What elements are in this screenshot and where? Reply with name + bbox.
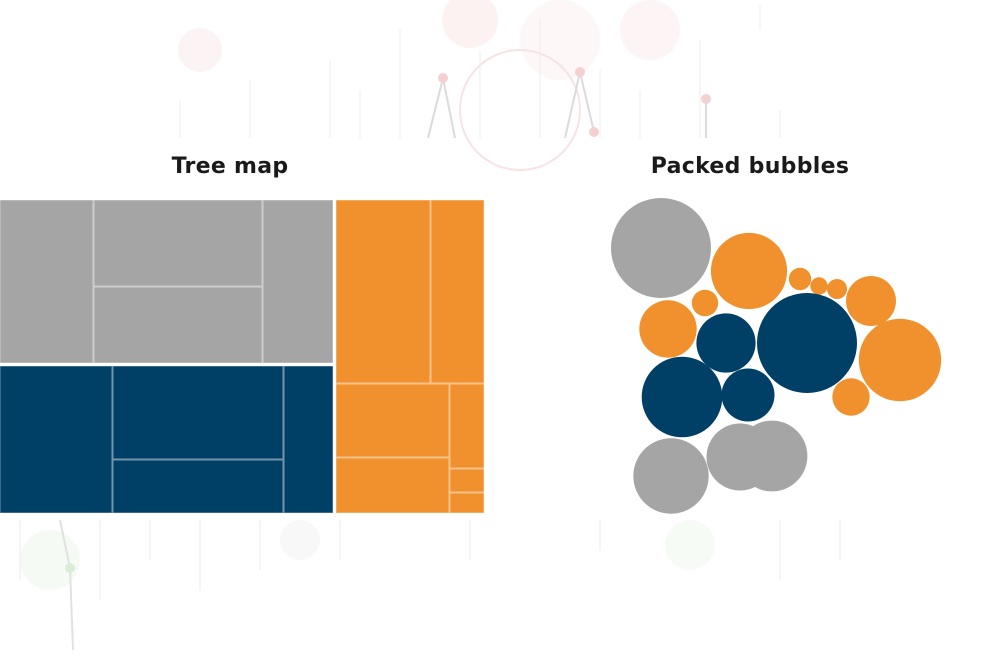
treemap-cell: [449, 492, 484, 513]
treemap-cell: [335, 383, 450, 458]
treemap-cell: [0, 200, 94, 364]
packed-bubbles-chart: [611, 198, 942, 514]
treemap-cell: [112, 365, 284, 460]
treemap-cell: [449, 383, 484, 469]
bubble-orange: [832, 378, 870, 416]
treemap-cell: [93, 200, 263, 287]
treemap-chart: [0, 200, 484, 513]
treemap-group-orange: [335, 200, 484, 513]
bubble-orange: [639, 300, 697, 358]
bubble-blue: [641, 356, 723, 438]
bubble-gray: [611, 198, 711, 298]
bubble-orange: [858, 318, 942, 402]
treemap-cell: [335, 200, 431, 384]
bubble-orange: [788, 267, 812, 291]
treemap-cell: [449, 468, 484, 493]
bubble-gray: [706, 423, 774, 491]
bubble-orange: [810, 277, 828, 295]
treemap-cell: [262, 200, 334, 364]
treemap-title: Tree map: [171, 154, 289, 179]
treemap-cell: [430, 200, 484, 384]
treemap-group-blue: [0, 365, 334, 513]
treemap-cell: [283, 365, 334, 513]
treemap-cell: [0, 365, 113, 513]
bubble-orange: [691, 289, 719, 317]
treemap-group-gray: [0, 200, 334, 364]
bubble-blue: [757, 293, 857, 393]
bubble-orange: [827, 279, 847, 299]
treemap-cell: [93, 286, 263, 364]
bubble-blue: [721, 368, 775, 422]
bubble-orange: [846, 276, 896, 326]
treemap-cell: [335, 457, 450, 513]
bubble-gray: [633, 438, 709, 514]
bubbles-title: Packed bubbles: [650, 154, 850, 179]
bubble-orange: [710, 232, 788, 310]
bubble-blue: [696, 313, 756, 373]
treemap-cell: [112, 459, 284, 513]
